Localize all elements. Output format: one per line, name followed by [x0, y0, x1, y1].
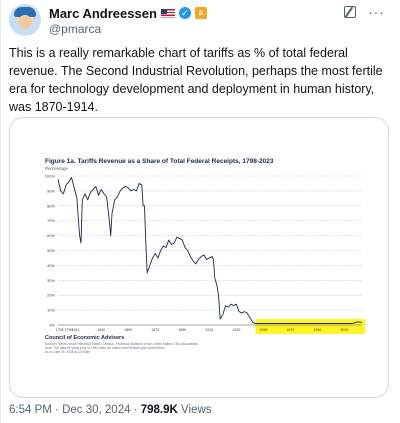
chart-image: Figure 1a. Tariffs Revenue as a Share of…: [10, 118, 388, 397]
handle[interactable]: @pmarca: [49, 22, 102, 36]
views-count: 798.9K: [140, 404, 178, 416]
x-tick-label: 1910: [205, 328, 213, 332]
avatar-hat-shape: [14, 7, 36, 17]
x-tick-label: 2010: [340, 328, 348, 332]
x-tick-label: 1950: [259, 328, 267, 332]
x-tick-label: 1850: [124, 328, 132, 332]
highlight-band: [255, 319, 365, 334]
tweet-header: Marc Andreessen ✓ a @pmarca ···: [9, 4, 393, 44]
avatar-face-shape: [18, 15, 32, 29]
y-tick-label: 40%: [47, 263, 55, 268]
y-tick-label: 60%: [47, 233, 55, 238]
y-tick-label: 10%: [47, 308, 55, 313]
series-line: [57, 177, 362, 324]
footer-source-line: Sources: White House Historical Tables; …: [45, 342, 199, 346]
media-card[interactable]: Figure 1a. Tariffs Revenue as a Share of…: [9, 117, 389, 398]
x-tick-label: 1798 1799: [56, 328, 73, 332]
chart-ylabel: Percentage: [45, 166, 69, 171]
x-tick-label: 1811: [72, 328, 80, 332]
y-tick-label: 0%: [49, 323, 55, 328]
footer-asof-line: As of June 29, 2024 at 12:00pm.: [45, 350, 92, 355]
x-tick-label: 1930: [232, 328, 240, 332]
x-tick-label: 1830: [97, 328, 105, 332]
chart-footer-source: Sources: White House Historical Tables; …: [45, 342, 345, 355]
meta-separator: ·: [55, 404, 59, 416]
y-tick-label: 30%: [47, 278, 55, 283]
display-name[interactable]: Marc Andreessen: [49, 5, 157, 21]
tariff-line-chart: 0% 10% 20% 30% 40% 50% 60% 70% 80% 90% 100% 1798 17…: [45, 174, 365, 334]
chart-title: Figure 1a. Tariffs Revenue as a Share of…: [45, 158, 274, 165]
name-row: Marc Andreessen ✓ a: [49, 5, 207, 21]
header-actions: ···: [344, 4, 385, 20]
y-tick-label: 20%: [47, 293, 55, 298]
affiliation-badge-icon[interactable]: a: [194, 7, 207, 19]
verified-badge-icon[interactable]: ✓: [178, 7, 191, 19]
avatar[interactable]: [9, 4, 41, 36]
views-label: Views: [181, 404, 212, 416]
y-tick-label: 70%: [47, 218, 55, 223]
x-tick-label: 1990: [313, 328, 321, 332]
x-tick-label: 1970: [286, 328, 294, 332]
meta-separator-2: ·: [133, 404, 138, 416]
more-icon[interactable]: ···: [368, 4, 385, 20]
x-tick-label: 1870: [151, 328, 159, 332]
x-tick-label: 1890: [178, 328, 186, 332]
grok-icon[interactable]: [344, 6, 356, 18]
y-tick-label: 100%: [45, 174, 56, 179]
tweet-date[interactable]: Dec 30, 2024: [62, 404, 131, 416]
tweet-text: This is a really remarkable chart of tar…: [9, 46, 383, 114]
footer-note-line: Note: The data for years prior to 1940 d…: [45, 346, 166, 351]
y-tick-label: 90%: [47, 188, 55, 193]
tweet-meta: 6:54 PM · Dec 30, 2024 · 798.9K Views: [9, 404, 212, 416]
chart-footer-title: Council of Economic Advisers: [45, 335, 125, 341]
y-tick-label: 50%: [47, 248, 55, 253]
tweet-time[interactable]: 6:54 PM: [9, 404, 52, 416]
y-tick-label: 80%: [47, 203, 55, 208]
us-flag-icon: [160, 8, 175, 18]
